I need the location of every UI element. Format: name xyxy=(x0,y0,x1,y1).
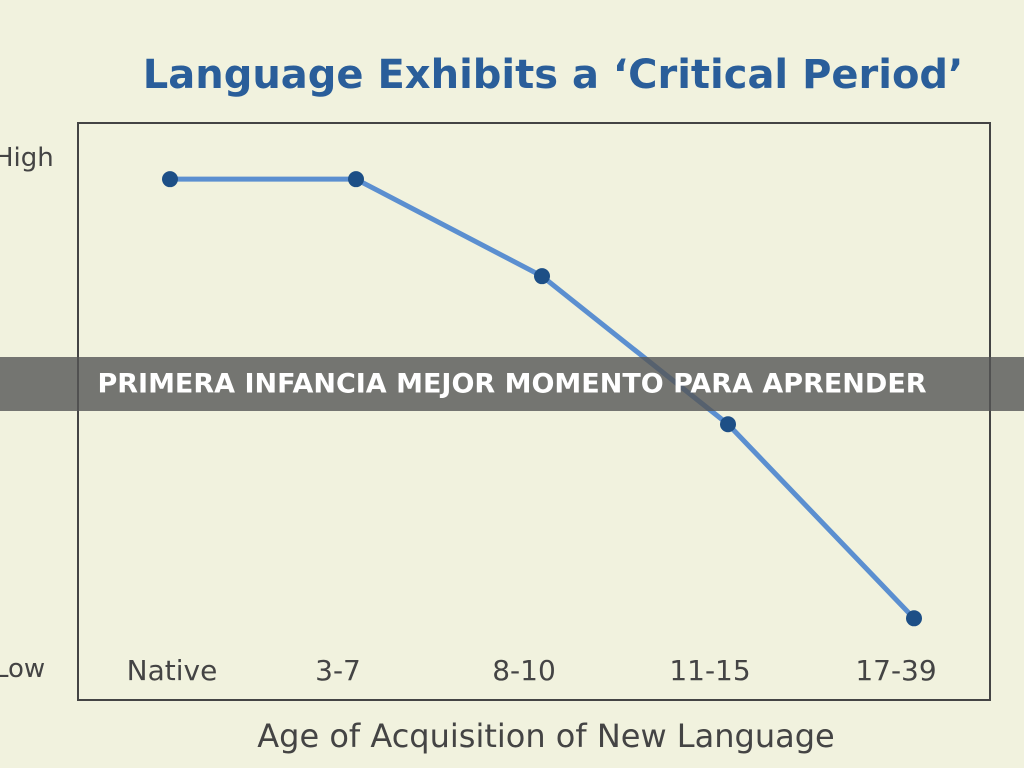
caption-banner xyxy=(0,357,1024,411)
point xyxy=(720,416,736,433)
point xyxy=(534,268,550,285)
point xyxy=(162,171,178,188)
y-tick-label: High xyxy=(0,143,54,173)
x-tick-label: Native xyxy=(127,654,218,687)
x-tick-label: 8-10 xyxy=(492,654,556,687)
y-tick-label: Low xyxy=(0,654,45,684)
plot: Low High Native 3-7 8-10 11-15 17-39 xyxy=(0,143,937,687)
x-tick-label: 3-7 xyxy=(315,654,361,687)
point xyxy=(906,610,922,627)
chart-title: Language Exhibits a ‘Critical Period’ xyxy=(143,52,964,98)
caption: PRIMERA INFANCIA MEJOR MOMENTO PARA APRE… xyxy=(97,369,926,400)
x-tick-label: 11-15 xyxy=(669,654,750,687)
x-tick-label: 17-39 xyxy=(855,654,936,687)
x-axis-title: Age of Acquisition of New Language xyxy=(257,717,834,755)
point xyxy=(348,171,364,188)
plot-frame xyxy=(77,122,991,701)
